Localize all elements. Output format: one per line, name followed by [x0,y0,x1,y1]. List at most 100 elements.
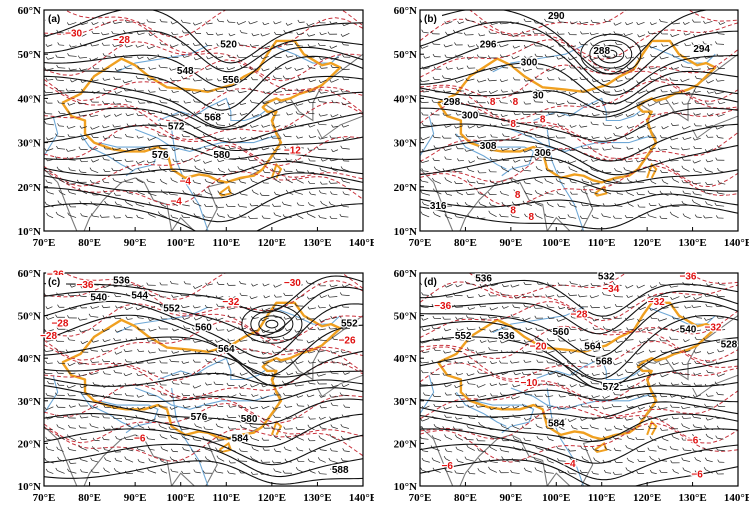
wind-barb-flag [307,404,310,408]
wind-barb-flag [66,125,69,129]
wind-barb [114,125,121,128]
wind-barb-flag [111,31,114,34]
wind-barb [718,170,724,173]
wind-barb [47,191,54,195]
wind-barb-flag [339,213,342,217]
wind-barb-flag [78,293,81,297]
wind-barb [491,437,498,440]
wind-barb [184,192,190,195]
wind-barb-flag [444,392,447,396]
wind-barb [114,180,122,184]
y-tick-label: 30°N [394,138,417,150]
wind-barb [614,180,622,183]
wind-barb-flag [648,167,651,171]
wind-barb-flag [183,458,186,462]
wind-barb [673,56,680,58]
wind-barb-flag [636,159,639,163]
panel-d: 70°E 80°E 90°E 100°E 110°E 120°E 130°E 140°E 60°… [375,260,749,520]
wind-barb [615,90,623,93]
wind-barb-flag [692,424,695,428]
wind-barb [593,114,600,116]
wind-barb-flag [590,380,593,384]
wind-barb [651,285,658,289]
wind-barb-flag [625,467,628,471]
wind-barb [127,113,134,117]
wind-barb [275,179,281,184]
wind-barb-flag [319,167,322,171]
wind-barb [47,57,54,60]
wind-barb-flag [717,459,720,463]
wind-barb [468,169,475,173]
wind-barb [319,328,326,331]
wind-barb [102,295,110,299]
height-value-label: 544 [131,291,148,302]
wind-barb [615,33,623,35]
wind-barb-flag [602,122,605,126]
wind-barb [515,373,521,376]
wind-barb-flag [694,360,697,364]
wind-barb [422,450,429,453]
wind-barb [671,214,679,219]
wind-barb-flag [91,22,94,25]
wind-barb-flag [535,166,538,169]
wind-barb-flag [501,456,504,460]
wind-barb [296,68,304,71]
wind-barb-flag [123,30,126,33]
wind-barb [80,295,87,297]
wind-barb [693,416,702,419]
wind-barb [331,396,339,398]
wind-barb-flag [510,284,513,288]
wind-barb [704,21,713,24]
wind-barb [57,56,65,59]
wind-barb [591,426,599,430]
wind-barb [69,372,76,375]
wind-barb-flag [203,419,206,422]
wind-barb [489,349,498,352]
wind-barb [125,181,134,183]
wind-barb-flag [639,340,642,344]
wind-barb-flag [135,336,138,340]
wind-barb-flag [55,133,58,137]
wind-barb-flag [126,293,129,296]
wind-barb-flag [273,434,276,438]
wind-barb-flag [283,348,286,352]
wind-barb [46,68,54,71]
wind-barb [251,329,259,332]
wind-barb [297,284,303,287]
wind-barb [184,406,191,408]
wind-barb-flag [271,426,274,429]
wind-barb [639,148,645,152]
wind-barb [535,203,543,207]
wind-barb-flag [671,21,674,25]
wind-barb-flag [463,32,466,36]
wind-barb-flag [716,113,719,117]
wind-barb-flag [421,328,424,331]
wind-barb-flag [433,403,436,407]
wind-barb-flag [420,79,423,82]
wind-barb-flag [590,305,593,308]
wind-barb [296,45,304,47]
x-tick-label: 80°E [454,237,477,249]
closed-low-contour [241,304,303,344]
x-tick-label: 110°E [212,492,240,504]
wind-barb [263,329,270,333]
river [420,115,435,157]
wind-barb-flag [260,136,263,140]
wind-barb [637,80,646,84]
wind-barb-flag [647,190,650,194]
wind-barb [605,306,611,309]
wind-barb [90,372,99,376]
wind-barb-flag [445,191,448,195]
wind-barb-flag [691,19,695,23]
wind-barb-flag [192,339,195,343]
wind-barb-flag [57,100,60,104]
wind-barb-flag [215,32,218,36]
wind-barb-flag [692,448,695,452]
wind-barb [445,406,452,410]
wind-barb-flag [466,65,469,69]
wind-barb-flag [192,359,195,363]
wind-barb-flag [681,101,684,105]
wind-barb [648,126,656,130]
wind-barb [443,77,451,80]
wind-barb-flag [717,349,720,353]
